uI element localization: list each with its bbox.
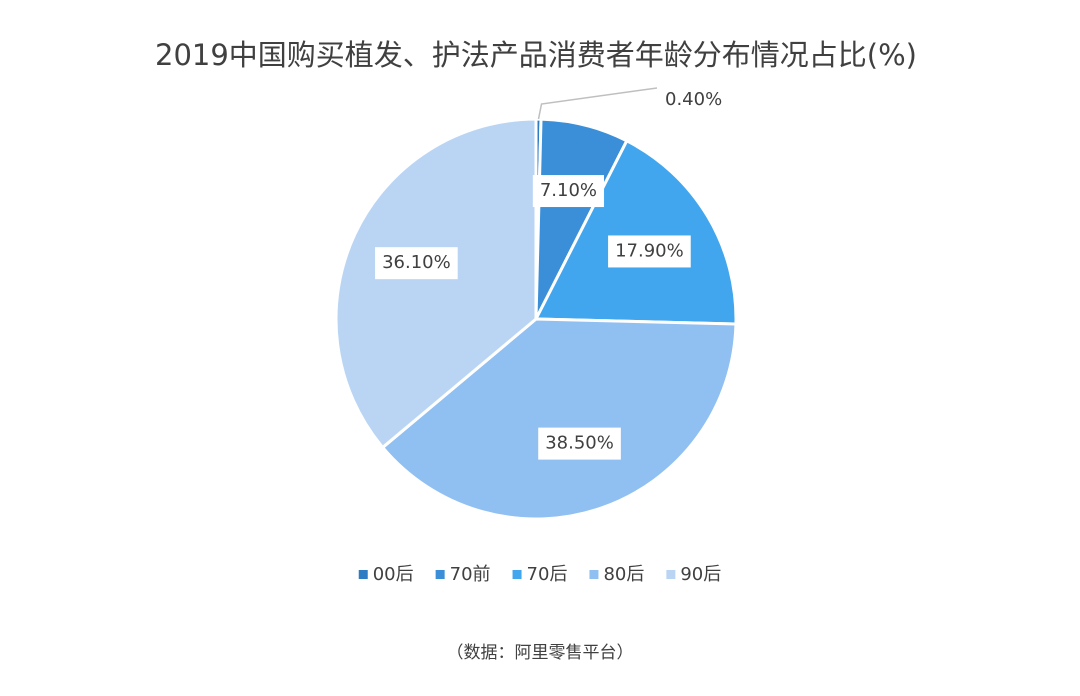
data-label-box [538,427,621,460]
legend-label: 70前 [450,564,491,585]
data-label: 36.10% [382,252,451,273]
legend-item: 90后 [666,564,721,585]
data-label-box [532,175,605,208]
data-label: 38.50% [545,433,614,454]
legend-swatch [358,570,368,579]
legend-swatch [589,570,599,579]
data-label-group: 38.50% [538,427,621,460]
legend-label: 00后 [373,564,414,585]
data-label-group: 17.90% [608,235,691,268]
data-label: 0.40% [665,89,722,110]
data-label: 7.10% [540,180,597,201]
legend-item: 70后 [512,564,568,585]
leader-line [537,87,658,120]
legend-item: 80后 [589,564,644,585]
data-label-group: 7.10% [532,175,605,208]
data-label-group: 0.40% [665,89,722,110]
legend-label: 90后 [680,564,721,585]
legend-item: 00后 [358,564,414,585]
pie-slice [533,138,738,326]
data-label-group: 36.10% [375,247,458,280]
data-label-box [608,235,691,268]
legend-swatch [512,570,522,579]
legend-label: 80后 [603,564,644,585]
pie-slice [380,317,738,521]
legend-item: 70前 [435,564,491,585]
chart-title: 2019中国购买植发、护法产品消费者年龄分布情况占比(%) [155,38,917,72]
pie-slice [334,117,538,450]
legend-label: 70后 [527,564,568,585]
legend-swatch [435,570,445,579]
legend-swatch [666,570,676,579]
data-label-box [375,247,458,280]
data-label: 17.90% [615,240,684,261]
source-note: （数据：阿里零售平台） [447,643,634,663]
